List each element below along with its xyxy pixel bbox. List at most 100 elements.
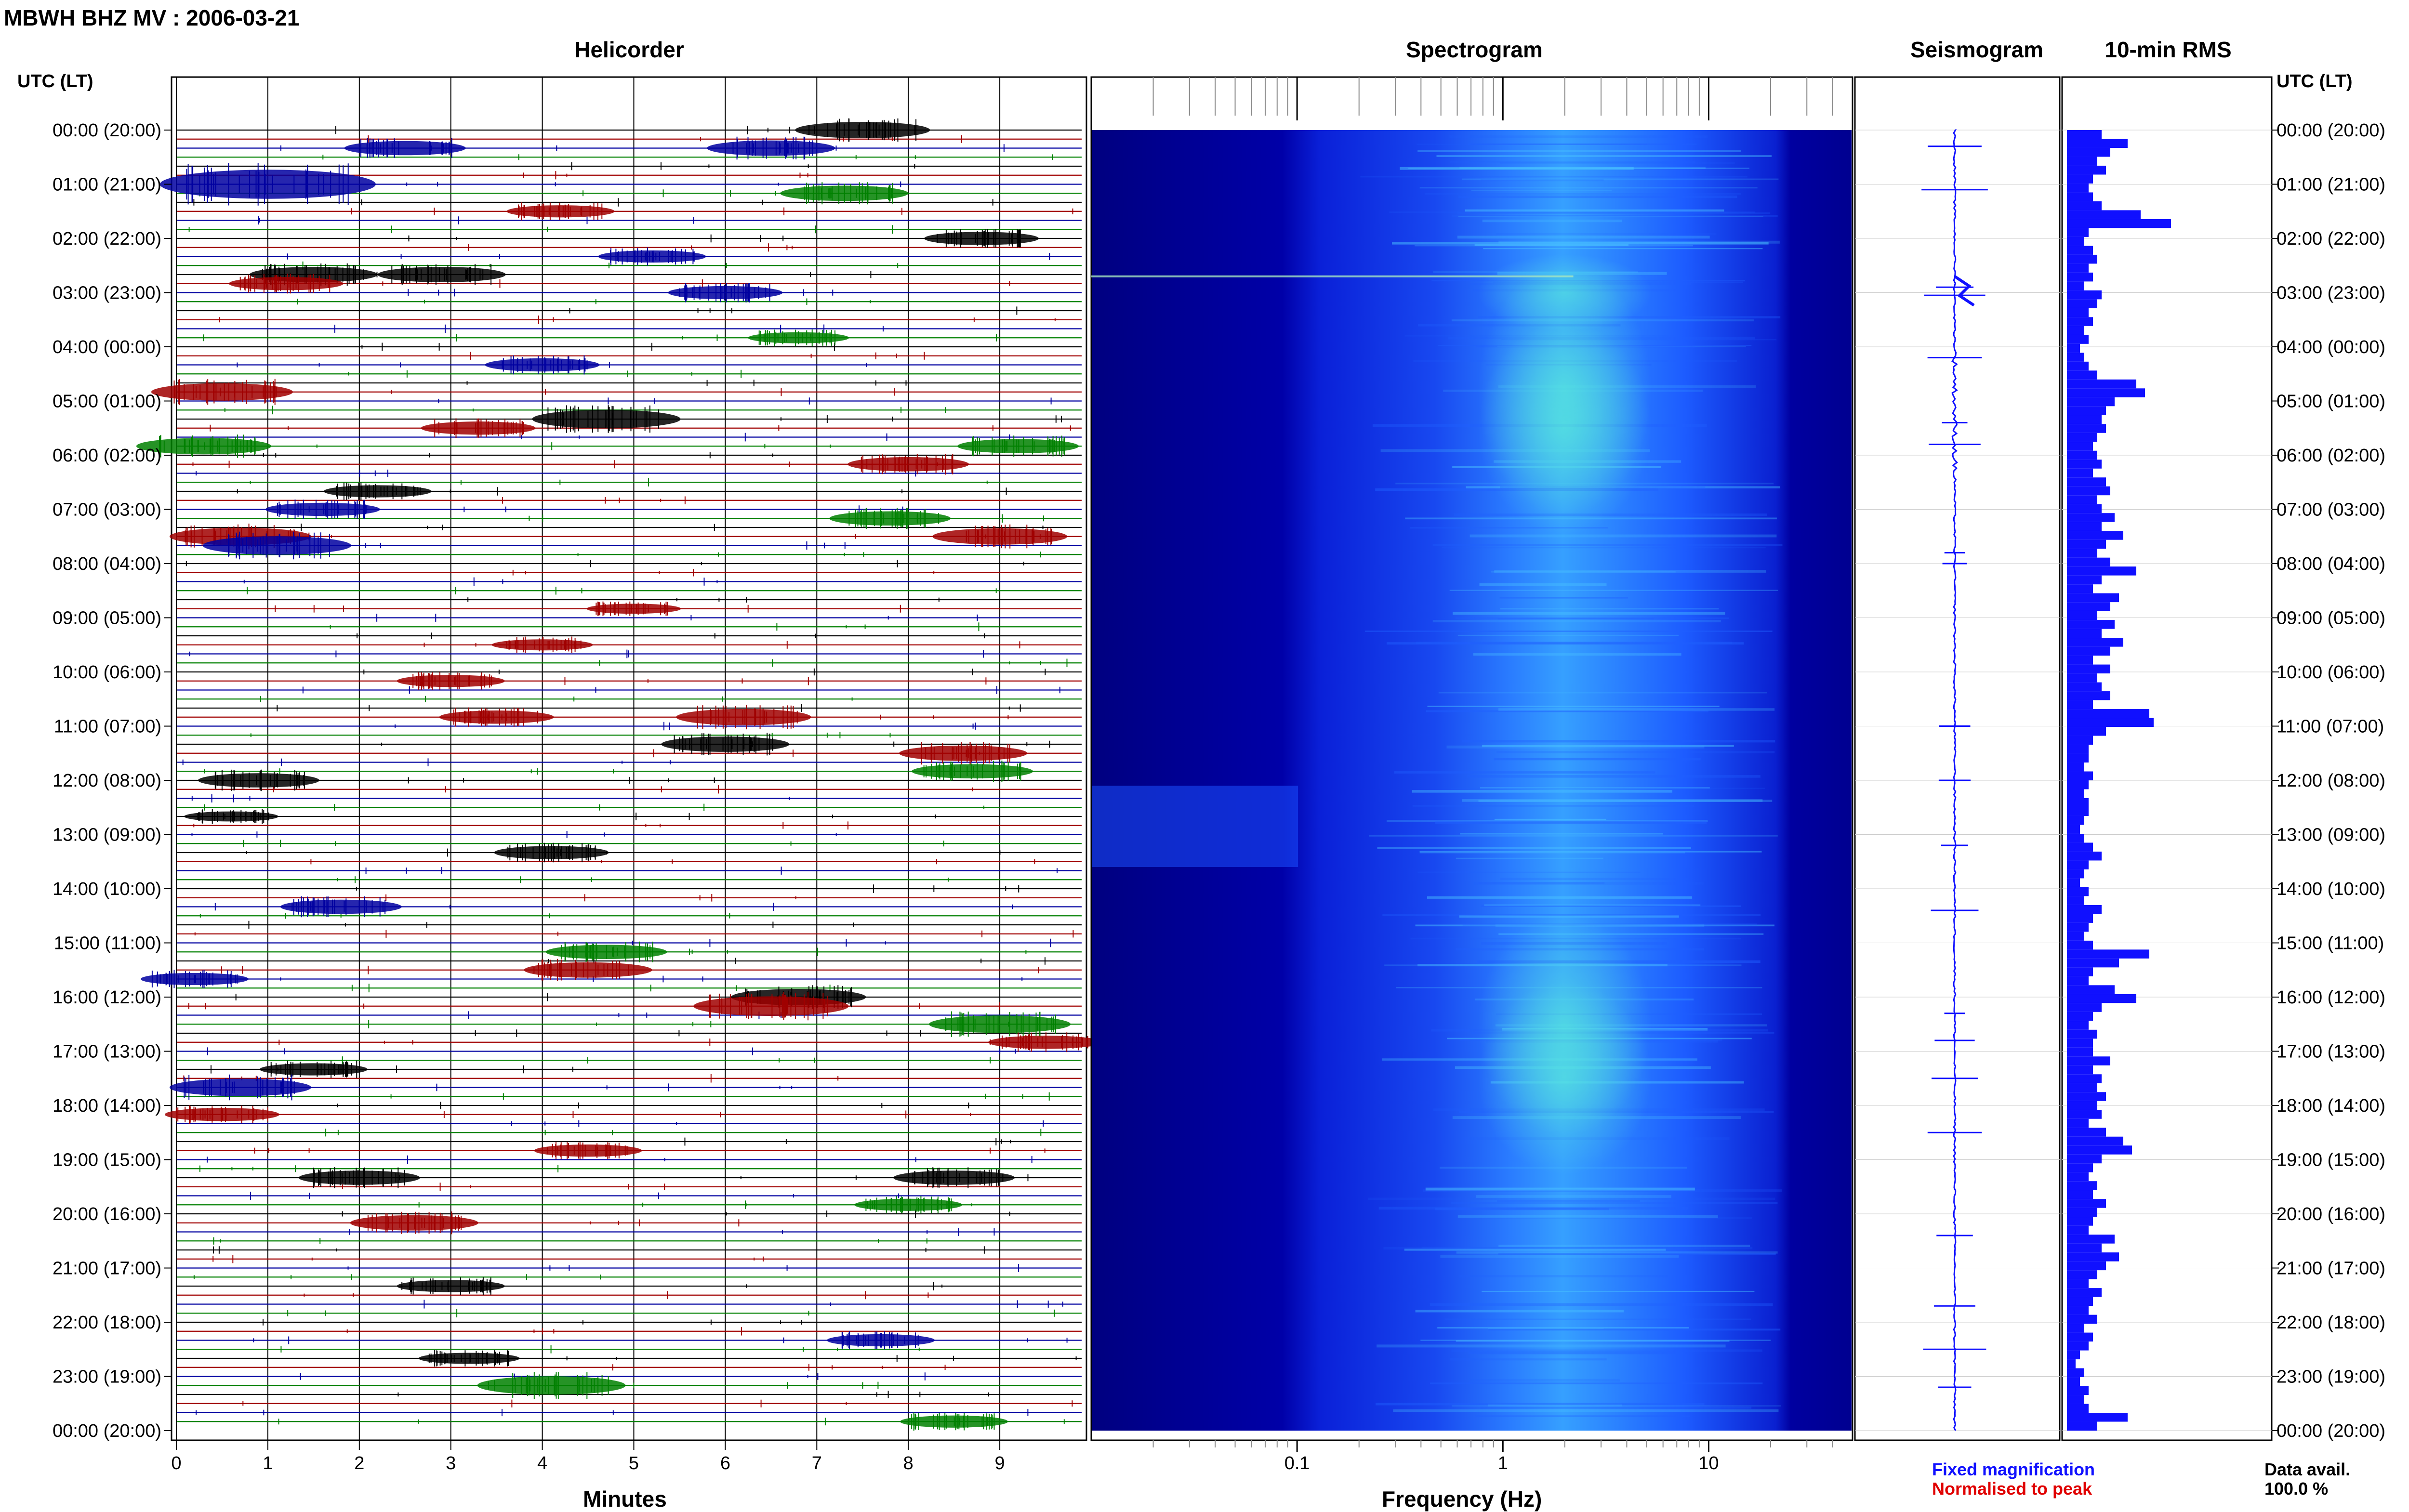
- helicorder-title: Helicorder: [574, 37, 684, 62]
- helicorder-event: [707, 140, 835, 156]
- rms-bar: [2067, 1074, 2102, 1083]
- time-label-left: 11:00 (07:00): [54, 717, 161, 737]
- time-label-left: 00:00 (20:00): [53, 1421, 161, 1441]
- helicorder-xtick-label: 5: [629, 1453, 639, 1473]
- time-label-right: 06:00 (02:00): [2277, 446, 2385, 466]
- rms-bar: [2067, 575, 2102, 585]
- helicorder-xtick-label: 6: [720, 1453, 730, 1473]
- helicorder-noise: [599, 658, 1068, 667]
- helicorder-event-spikes: [547, 405, 660, 433]
- spectrogram-title: Spectrogram: [1406, 37, 1543, 62]
- helicorder-noise: [207, 1047, 1016, 1055]
- helicorder-event-spikes: [697, 705, 798, 730]
- helicorder-noise: [475, 1029, 921, 1037]
- helicorder-noise: [569, 306, 1018, 315]
- time-label-left: 20:00 (16:00): [53, 1204, 161, 1224]
- helicorder-noise: [346, 1327, 742, 1336]
- helicorder-panel: 0 1 2 3 4 5 6 7 8 9: [136, 76, 1103, 1473]
- rms-bar: [2067, 272, 2093, 282]
- helicorder-noise: [185, 560, 1024, 567]
- helicorder-event-spikes: [758, 329, 836, 346]
- rms-bar: [2067, 1225, 2089, 1235]
- rms-bar: [2067, 1332, 2093, 1342]
- helicorder-noise: [467, 597, 940, 603]
- helicorder-noise: [470, 352, 925, 360]
- rms-bar: [2067, 1421, 2097, 1431]
- rms-bar: [2067, 165, 2106, 175]
- rms-bar: [2067, 700, 2093, 710]
- time-label-left: 02:00 (22:00): [53, 229, 161, 249]
- time-label-left: 05:00 (01:00): [53, 392, 161, 412]
- helicorder-event-spikes: [409, 1277, 491, 1295]
- spectrogram-hotspot: [1478, 254, 1652, 331]
- helicorder-noise: [365, 867, 1058, 875]
- rms-bar: [2067, 1154, 2102, 1164]
- rms-bar: [2067, 361, 2089, 371]
- rms-bar: [2067, 1047, 2093, 1057]
- rms-bar: [2067, 629, 2102, 638]
- rms-bar: [2067, 673, 2097, 683]
- helicorder-noise: [397, 1391, 989, 1398]
- helicorder-xlabel: Minutes: [583, 1486, 667, 1512]
- helicorder-noise: [401, 1282, 943, 1290]
- helicorder-event-spikes: [804, 182, 893, 205]
- rms-bar: [2067, 638, 2123, 647]
- time-label-left: 08:00 (04:00): [53, 554, 161, 574]
- rms-bar: [2067, 388, 2145, 397]
- helicorder-event-spikes: [173, 379, 277, 405]
- helicorder-noise: [250, 478, 988, 486]
- helicorder-event-spikes: [336, 482, 421, 500]
- helicorder-noise: [337, 876, 949, 883]
- rms-bar: [2067, 584, 2093, 593]
- helicorder-noise: [278, 1039, 991, 1046]
- helicorder-event-spikes: [494, 1372, 609, 1399]
- helicorder-event: [397, 1280, 505, 1292]
- helicorder-noise: [365, 541, 846, 550]
- helicorder-event: [259, 1063, 368, 1076]
- rms-bar: [2067, 1128, 2106, 1137]
- rms-bar: [2067, 1029, 2097, 1039]
- helicorder-noise: [363, 668, 1046, 676]
- helicorder-noise: [210, 424, 1071, 432]
- helicorder-event-spikes: [732, 136, 817, 160]
- helicorder-noise: [406, 181, 901, 187]
- rms-bar: [2067, 139, 2128, 148]
- rms-bar: [2067, 753, 2089, 763]
- time-label-left: 13:00 (09:00): [53, 825, 161, 845]
- spectrogram-panel: 0.1 1 10: [1090, 76, 1853, 1473]
- helicorder-event-spikes: [848, 508, 939, 529]
- helicorder-noise: [248, 920, 854, 929]
- helicorder-event: [377, 267, 506, 282]
- helicorder-event: [418, 1353, 520, 1364]
- helicorder-noise: [408, 234, 784, 243]
- time-label-left: 01:00 (21:00): [53, 175, 161, 195]
- rms-bar: [2067, 147, 2110, 157]
- rms-bar: [2067, 1235, 2115, 1244]
- rms-bar: [2067, 878, 2080, 887]
- helicorder-xtick-label: 3: [446, 1453, 456, 1473]
- helicorder-noise: [438, 397, 1052, 405]
- rms-bar: [2067, 157, 2097, 166]
- helicorder-noise: [368, 135, 962, 143]
- rms-bar: [2067, 219, 2171, 228]
- rms-bar: [2067, 460, 2102, 469]
- helicorder-noise: [523, 171, 808, 180]
- helicorder-noise: [196, 1408, 1029, 1417]
- spectrogram-xtick-label: 10: [1698, 1453, 1719, 1473]
- rms-bar: [2067, 130, 2102, 139]
- rms-bar: [2067, 557, 2110, 567]
- rms-bar: [2067, 433, 2097, 442]
- helicorder-noise: [302, 686, 1060, 694]
- rms-bar: [2067, 851, 2102, 861]
- helicorder-noise: [243, 840, 944, 847]
- rms-bar: [2067, 522, 2102, 531]
- helicorder-event-spikes: [921, 742, 1010, 765]
- helicorder-event-spikes: [453, 707, 538, 727]
- helicorder-event-spikes: [507, 842, 596, 863]
- rms-bar: [2067, 1297, 2093, 1306]
- helicorder-event: [586, 604, 681, 614]
- rms-bar: [2067, 1101, 2097, 1110]
- rms-bar: [2067, 1413, 2128, 1422]
- rms-bar: [2067, 246, 2093, 255]
- spectrogram-hotspot: [1478, 982, 1652, 1175]
